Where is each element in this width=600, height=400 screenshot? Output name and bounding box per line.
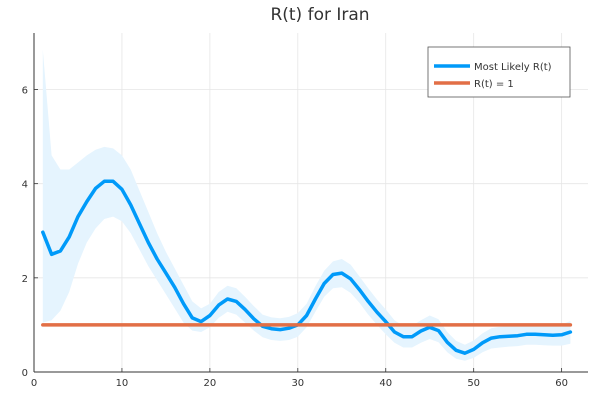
confidence-band — [42, 49, 571, 361]
chart-title: R(t) for Iran — [270, 5, 369, 25]
legend-label-rt-one: R(t) = 1 — [474, 79, 514, 90]
confidence-band-layer — [42, 49, 571, 361]
y-tick-label: 4 — [22, 180, 28, 191]
legend-box — [427, 46, 571, 98]
y-tick-label: 2 — [22, 274, 28, 285]
series-line-layer — [41, 179, 573, 355]
x-tick-label: 0 — [31, 378, 37, 389]
x-tick-label: 20 — [204, 378, 217, 389]
x-tick-label: 40 — [379, 378, 392, 389]
legend: Most Likely R(t) R(t) = 1 — [427, 46, 571, 98]
x-tick-label: 60 — [555, 378, 568, 389]
y-tick-label: 6 — [22, 86, 28, 97]
y-tick-label: 0 — [22, 368, 28, 379]
legend-label-most-likely: Most Likely R(t) — [474, 62, 552, 73]
series-line-most-likely — [41, 179, 573, 355]
axes: 0 10 20 30 40 50 60 0 2 4 6 — [22, 33, 588, 389]
x-tick-label: 30 — [291, 378, 304, 389]
x-tick-label: 10 — [116, 378, 129, 389]
x-tick-label: 50 — [467, 378, 480, 389]
